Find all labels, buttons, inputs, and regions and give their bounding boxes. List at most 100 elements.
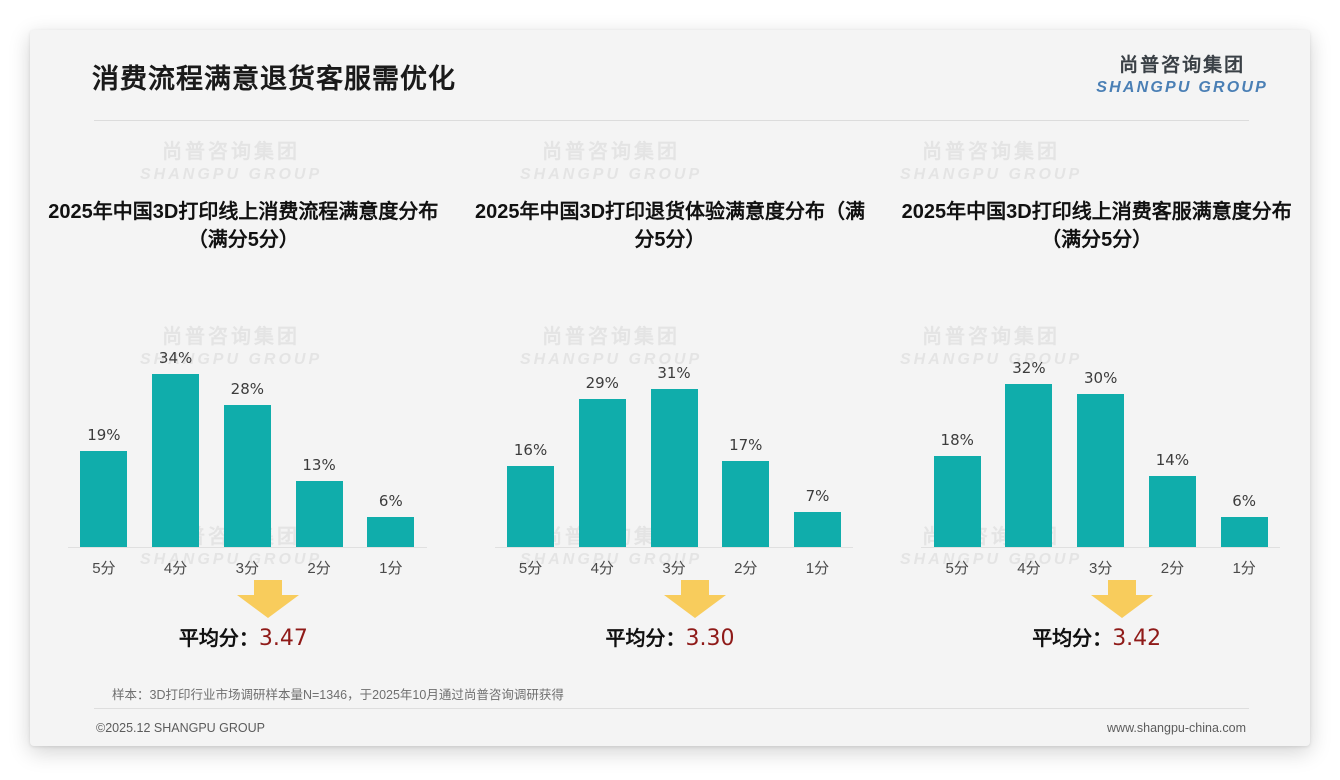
- bar-item[interactable]: 13%: [285, 308, 353, 548]
- bar-value-label: 29%: [585, 374, 619, 393]
- bar-item[interactable]: 29%: [568, 308, 636, 548]
- bar-value-label: 34%: [158, 348, 193, 367]
- brand-logo-cn: 尚普咨询集团: [1119, 55, 1246, 76]
- chart-panel-3: 2025年中国3D打印线上消费客服满意度分布（满分5分） 18% 32% 30%: [883, 140, 1310, 680]
- bar-chart-1: 19% 34% 28% 13%: [68, 308, 427, 577]
- bar-value-label: 17%: [729, 435, 763, 454]
- bar-rect[interactable]: [507, 466, 555, 548]
- down-arrow-icon: [664, 580, 726, 618]
- bar-item[interactable]: 28%: [213, 308, 281, 548]
- x-tick-label: 2分: [307, 560, 331, 577]
- bar-value-label: 31%: [657, 364, 691, 383]
- chart-title: 2025年中国3D打印线上消费客服满意度分布（满分5分）: [901, 201, 1292, 252]
- average-score-value: 3.42: [1112, 626, 1162, 651]
- bar-rect[interactable]: [1077, 394, 1125, 548]
- average-score-text: 平均分：3.47: [30, 622, 457, 651]
- x-axis-line: [494, 547, 854, 548]
- bar-rect[interactable]: [223, 404, 271, 548]
- x-tick-label: 2分: [1160, 560, 1185, 577]
- average-score-text: 平均分：3.30: [457, 622, 884, 651]
- bar-series: 16% 29% 31% 17%: [495, 308, 854, 548]
- bar-rect[interactable]: [80, 450, 128, 548]
- bar-rect[interactable]: [152, 373, 200, 548]
- bar-rect[interactable]: [578, 399, 626, 548]
- bar-series: 19% 34% 28% 13%: [68, 308, 427, 548]
- x-tick-label: 4分: [1017, 560, 1041, 577]
- average-score-label: 平均分：: [178, 628, 259, 650]
- average-score-text: 平均分：3.42: [883, 622, 1310, 651]
- brand-logo-en: SHANGPU GROUP: [1096, 79, 1268, 96]
- average-score-block: 平均分：3.42: [883, 580, 1310, 651]
- slide-header: 消费流程满意退货客服需优化 尚普咨询集团 SHANGPU GROUP: [30, 30, 1310, 120]
- bar-item[interactable]: 30%: [1067, 308, 1135, 548]
- x-tick-label: 4分: [590, 560, 614, 577]
- x-tick-label: 5分: [92, 560, 116, 577]
- bar-rect[interactable]: [650, 389, 698, 548]
- bar-item[interactable]: 34%: [142, 308, 210, 548]
- bar-value-label: 6%: [1232, 492, 1257, 511]
- bar-item[interactable]: 17%: [712, 308, 780, 548]
- x-tick-label: 2分: [734, 560, 758, 577]
- x-axis-labels: 5分 4分 3分 2分 1分: [495, 557, 854, 578]
- bar-value-label: 14%: [1155, 451, 1190, 470]
- source-footnote: 样本：3D打印行业市场调研样本量N=1346，于2025年10月通过尚普咨询调研…: [112, 688, 564, 702]
- bar-item[interactable]: 16%: [496, 308, 564, 548]
- bar-value-label: 28%: [230, 379, 264, 398]
- average-score-block: 平均分：3.47: [30, 580, 457, 651]
- x-axis-line: [68, 547, 427, 548]
- copyright-text: ©2025.12 SHANGPU GROUP: [96, 721, 265, 735]
- bar-value-label: 7%: [805, 487, 830, 506]
- average-score-block: 平均分：3.30: [457, 580, 884, 651]
- website-link[interactable]: www.shangpu-china.com: [1107, 721, 1246, 735]
- average-score-value: 3.47: [258, 626, 308, 651]
- x-tick-label: 3分: [235, 560, 259, 577]
- x-tick-label: 4分: [163, 560, 188, 577]
- x-tick-label: 5分: [945, 560, 969, 577]
- bar-rect[interactable]: [367, 517, 415, 548]
- chart-title: 2025年中国3D打印退货体验满意度分布（满分5分）: [474, 201, 866, 252]
- bar-rect[interactable]: [933, 455, 981, 548]
- header-divider: [94, 120, 1249, 121]
- bar-chart-2: 16% 29% 31% 17%: [494, 308, 854, 577]
- bar-value-label: 18%: [940, 430, 974, 449]
- footer-divider: [94, 708, 1249, 709]
- bar-item[interactable]: 6%: [1210, 308, 1278, 548]
- bar-item[interactable]: 14%: [1138, 308, 1206, 548]
- bar-item[interactable]: 6%: [357, 308, 425, 548]
- bar-rect[interactable]: [295, 481, 343, 548]
- bar-rect[interactable]: [1005, 384, 1053, 548]
- bar-rect[interactable]: [793, 512, 841, 548]
- bar-item[interactable]: 18%: [923, 308, 991, 548]
- average-score-value: 3.30: [685, 626, 735, 651]
- charts-row: 2025年中国3D打印线上消费流程满意度分布（满分5分） 19% 34% 28%: [30, 140, 1310, 680]
- x-tick-label: 1分: [805, 560, 830, 577]
- bar-value-label: 32%: [1012, 359, 1046, 377]
- bar-value-label: 19%: [87, 425, 121, 444]
- bar-rect[interactable]: [1148, 476, 1196, 548]
- x-tick-label: 5分: [518, 560, 543, 577]
- bar-value-label: 6%: [378, 492, 403, 511]
- x-axis-line: [921, 547, 1281, 548]
- bar-item[interactable]: 7%: [783, 308, 851, 548]
- x-tick-label: 3分: [1089, 560, 1113, 577]
- x-tick-label: 1分: [1232, 560, 1256, 577]
- bar-item[interactable]: 32%: [995, 308, 1063, 548]
- x-axis-labels: 5分 4分 3分 2分 1分: [921, 557, 1280, 578]
- x-tick-label: 1分: [379, 560, 403, 577]
- bar-value-label: 16%: [513, 441, 548, 459]
- down-arrow-icon: [1090, 580, 1153, 618]
- bar-rect[interactable]: [1220, 517, 1268, 548]
- down-arrow-icon: [237, 580, 300, 618]
- bar-chart-3: 18% 32% 30% 14%: [921, 308, 1281, 577]
- bar-rect[interactable]: [722, 460, 770, 548]
- bar-value-label: 30%: [1084, 369, 1118, 388]
- page-title: 消费流程满意退货客服需优化: [92, 64, 456, 94]
- chart-panel-2: 2025年中国3D打印退货体验满意度分布（满分5分） 16% 29% 31%: [457, 140, 884, 680]
- bar-item[interactable]: 19%: [70, 308, 138, 548]
- slide-footer: ©2025.12 SHANGPU GROUP www.shangpu-china…: [30, 718, 1310, 746]
- chart-panel-1: 2025年中国3D打印线上消费流程满意度分布（满分5分） 19% 34% 28%: [30, 140, 457, 680]
- bar-item[interactable]: 31%: [640, 308, 708, 548]
- bar-series: 18% 32% 30% 14%: [921, 308, 1280, 548]
- x-tick-label: 3分: [662, 560, 686, 577]
- slide-canvas: 尚普咨询集团 SHANGPU GROUP 尚普咨询集团 SHANGPU GROU…: [30, 30, 1310, 746]
